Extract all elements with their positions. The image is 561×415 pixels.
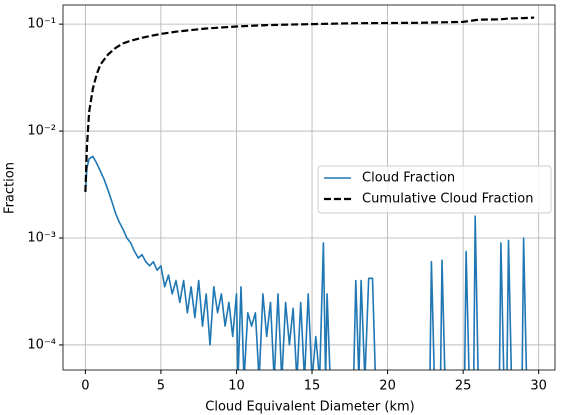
x-tick-label: 5 [157, 379, 165, 394]
legend-box [317, 165, 552, 214]
legend-label: Cumulative Cloud Fraction [362, 192, 534, 207]
x-tick-label: 25 [455, 379, 472, 394]
plot-lines [84, 16, 535, 370]
x-tick-label: 10 [228, 379, 245, 394]
y-axis-label: Fraction [3, 162, 18, 214]
plot-frame [62, 4, 556, 371]
y-tick-label: 10⁻¹ [27, 17, 56, 32]
y-tick-label: 10⁻⁴ [27, 337, 56, 352]
data-line [84, 16, 535, 192]
y-tick-label: 10⁻³ [27, 231, 56, 246]
x-tick-label: 20 [379, 379, 396, 394]
legend-label: Cloud Fraction [362, 171, 455, 186]
x-tick-label: 15 [304, 379, 321, 394]
legend: Cloud Fraction Cumulative Cloud Fraction [317, 165, 552, 214]
x-axis-label: Cloud Equivalent Diameter (km) [205, 400, 414, 415]
x-tick-label: 30 [530, 379, 547, 394]
x-tick-label: 0 [81, 379, 89, 394]
y-tick-label: 10⁻² [27, 124, 56, 139]
grid [63, 5, 555, 370]
data-line [84, 155, 528, 370]
